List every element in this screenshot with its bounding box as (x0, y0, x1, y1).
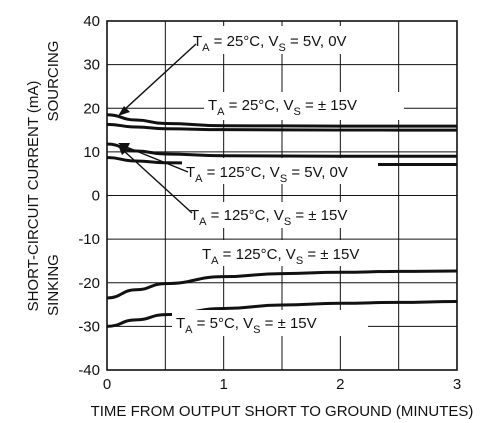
series-curve-1 (106, 113, 457, 128)
series-label-5c-15v: TA = 5°C, VS = ± 15V (176, 315, 317, 336)
label-mask (188, 26, 372, 54)
series-label-125c-5v: TA = 125°C, VS = 5V, 0V (186, 164, 348, 185)
x-axis-label: TIME FROM OUTPUT SHORT TO GROUND (MINUTE… (91, 403, 474, 420)
x-tick-label: 3 (453, 376, 461, 393)
y-tick-label: 40 (83, 13, 100, 30)
label-mask (182, 158, 378, 184)
y-tick-label: 20 (83, 100, 100, 117)
leader-line (123, 150, 193, 214)
leader-line (123, 145, 189, 173)
label-mask (172, 310, 368, 336)
series-curve-5 (106, 300, 458, 328)
y-tick-labels: 40 30 20 10 0 -10 -20 -30 -40 (78, 13, 100, 379)
y-tick-label: -10 (78, 231, 100, 248)
x-tick-label: 1 (219, 376, 227, 393)
arrow-head (118, 145, 129, 155)
series-label-25c-15v: TA = 25°C, VS = ± 15V (208, 97, 357, 118)
label-mask (186, 202, 366, 228)
x-tick-label: 2 (336, 376, 344, 393)
label-mask (198, 240, 384, 266)
label-mask (204, 92, 404, 120)
arrow-head (118, 106, 130, 116)
series-label-125c-15v-sinking: TA = 125°C, VS = ± 15V (202, 246, 359, 267)
leader-line (123, 43, 197, 111)
series-curve-0 (106, 122, 457, 132)
y-axis-label: SHORT-CIRCUIT CURRENT (mA) (25, 81, 42, 312)
leader-arrows (118, 43, 197, 214)
x-tick-label: 0 (103, 376, 111, 393)
data-curves (106, 113, 458, 328)
series-label-25c-5v: TA = 25°C, VS = 5V, 0V (193, 33, 347, 54)
y-axis-sourcing-label: SOURCING (45, 41, 62, 122)
y-tick-label: 10 (83, 144, 100, 161)
plot-frame (106, 20, 458, 371)
y-tick-label: 0 (92, 188, 100, 205)
y-tick-label: -30 (78, 318, 100, 335)
curve-labels: TA = 25°C, VS = 5V, 0V TA = 25°C, VS = ±… (172, 26, 404, 336)
y-tick-label: -20 (78, 275, 100, 292)
y-tick-label: 30 (83, 57, 100, 74)
x-tick-labels: 0 1 2 3 (103, 376, 461, 393)
series-label-125c-15v: TA = 125°C, VS = ± 15V (190, 207, 347, 228)
series-curve-4 (106, 269, 458, 300)
y-tick-label: -40 (78, 362, 100, 379)
y-axis-sinking-label: SINKING (45, 254, 62, 316)
